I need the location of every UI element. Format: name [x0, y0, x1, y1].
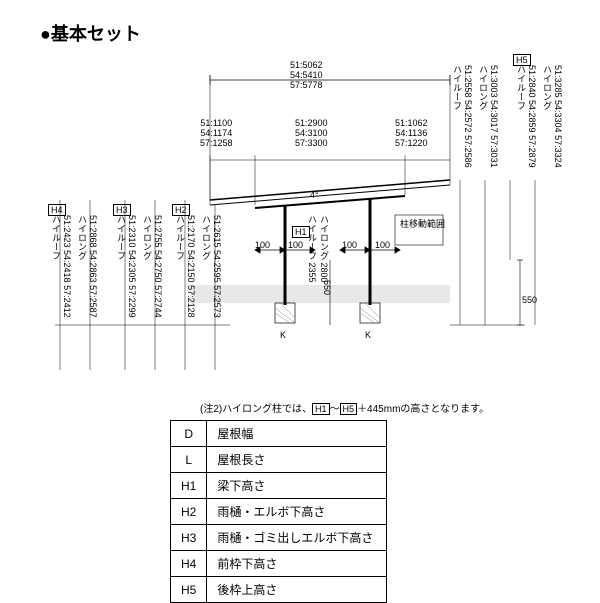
h5-hilong: 51:3285 54:3304 57:3324	[553, 65, 563, 168]
column-range: 柱移動範囲	[400, 219, 445, 230]
r1-hilong: 51:3003 54:3017 57:3031	[489, 65, 499, 168]
center-hilong: ハイロング 2800	[318, 215, 331, 283]
h4-hilong: 51:2868 54:2863 57:2587	[88, 215, 98, 318]
r1-hiroof: 51:2558 54:2572 57:2586	[463, 65, 473, 168]
table-row: H1梁下高さ	[171, 473, 387, 499]
h2-hilong: 51:2615 54:2595 57:2573	[212, 215, 222, 318]
off-1: 100	[288, 240, 303, 250]
h4-hiroof: 51:2423 54:2418 57:2412	[62, 215, 72, 318]
k1: K	[280, 330, 286, 340]
h3-hiroof: 51:2310 54:2305 57:2299	[127, 215, 137, 318]
left-overhang: 51:1100 54:1174 57:1258	[200, 118, 233, 148]
center-span: 51:2900 54:3100 57:3300	[295, 118, 328, 148]
depth-center: 550	[322, 280, 332, 295]
h2-hiroof: 51:2170 54:2150 57:2128	[186, 215, 196, 318]
h3-hilong: 51:2755 54:2750 57:2744	[153, 215, 163, 318]
table-row: D屋根幅	[171, 421, 387, 447]
off-2: 100	[342, 240, 357, 250]
off-0: 100	[255, 240, 270, 250]
right-overhang: 51:1062 54:1136 57:1220	[395, 118, 428, 148]
note: (注2)ハイロング柱では、H1～H5＋445mmの高さとなります。	[200, 400, 489, 415]
title: ●基本セット	[40, 20, 141, 46]
table-row: H3雨樋・ゴミ出しエルボ下高さ	[171, 525, 387, 551]
table-row: L屋根長さ	[171, 447, 387, 473]
table-row: H4前枠下高さ	[171, 551, 387, 577]
depth-right: 550	[522, 295, 537, 305]
h5-hiroof: 51:2840 54:2859 57:2879	[527, 65, 537, 168]
k2: K	[365, 330, 371, 340]
table-row: H2雨樋・エルボ下高さ	[171, 499, 387, 525]
angle: 4°	[310, 190, 319, 200]
off-3: 100	[375, 240, 390, 250]
legend-table: D屋根幅 L屋根長さ H1梁下高さ H2雨樋・エルボ下高さ H3雨樋・ゴミ出しエ…	[170, 420, 387, 603]
table-row: H5後枠上高さ	[171, 577, 387, 603]
total-width: 51:5062 54:5410 57:5778	[290, 60, 323, 90]
